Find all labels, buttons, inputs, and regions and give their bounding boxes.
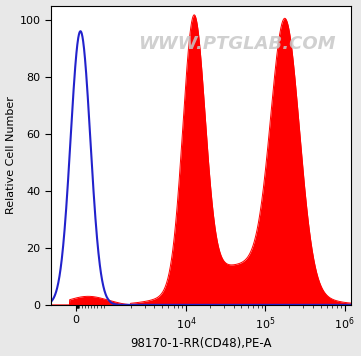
Text: WWW.PTGLAB.COM: WWW.PTGLAB.COM (138, 36, 336, 53)
X-axis label: 98170-1-RR(CD48),PE-A: 98170-1-RR(CD48),PE-A (130, 337, 272, 350)
Y-axis label: Relative Cell Number: Relative Cell Number (5, 96, 16, 214)
